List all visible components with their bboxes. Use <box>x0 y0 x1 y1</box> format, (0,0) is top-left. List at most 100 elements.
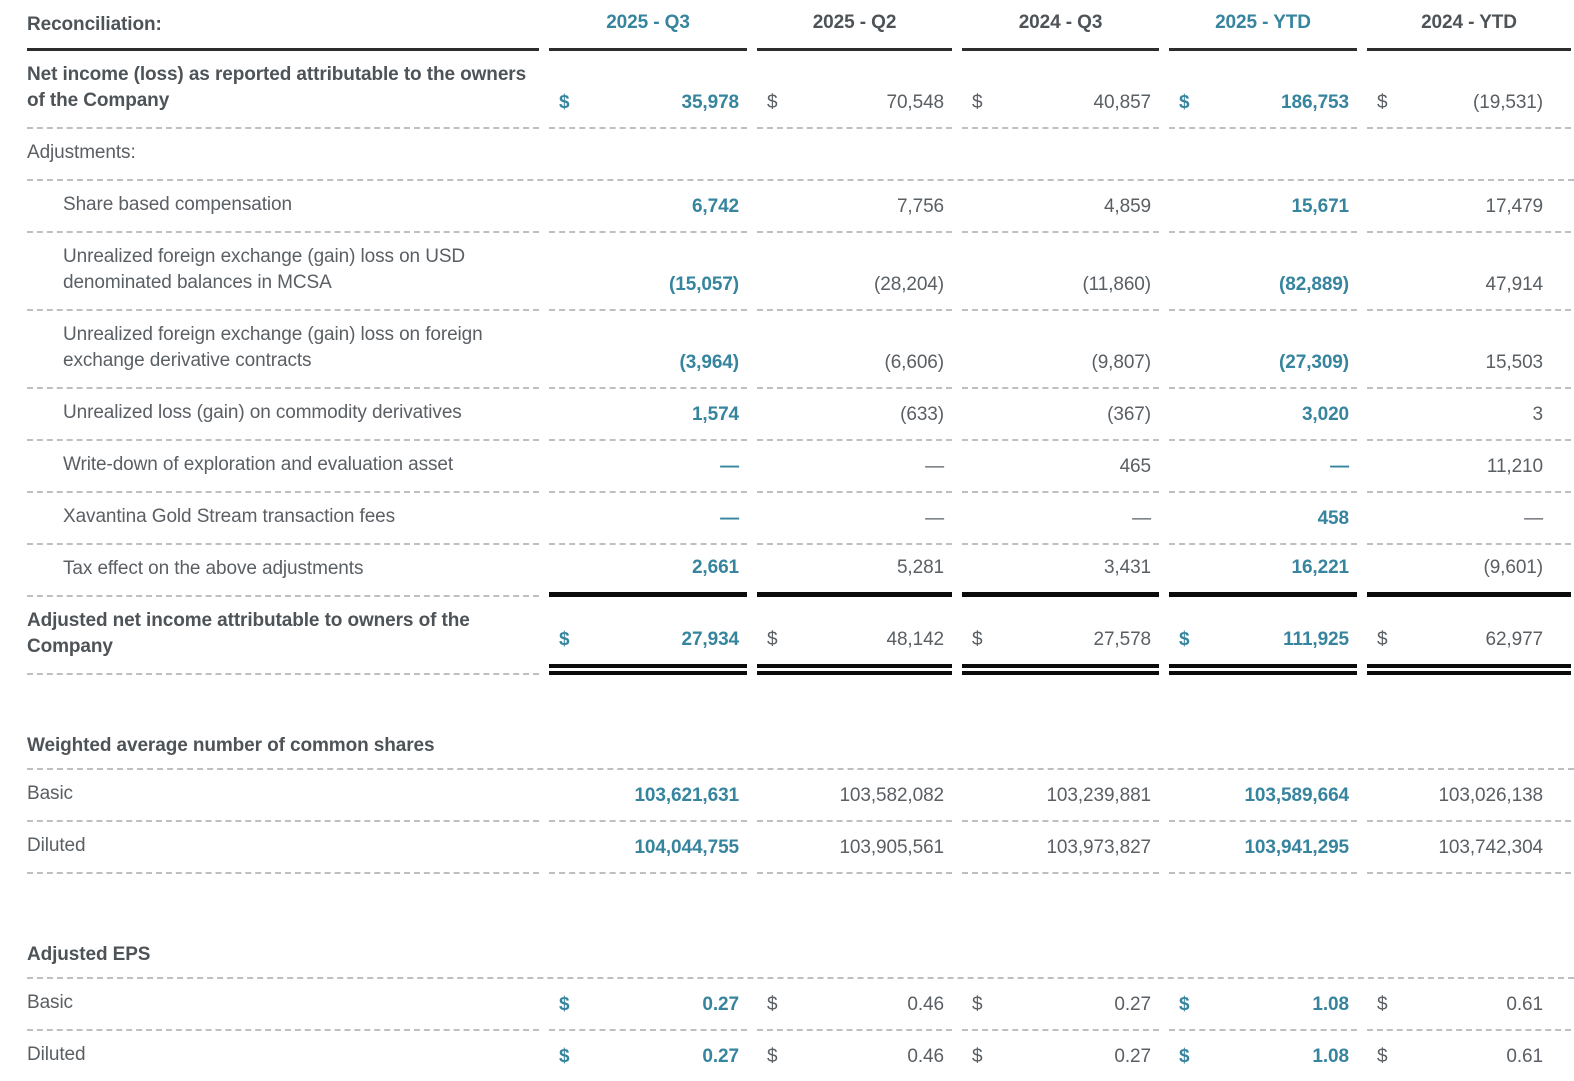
dollar-sign: $ <box>559 629 570 650</box>
value-cell: $48,142 <box>757 597 952 675</box>
value: (15,057) <box>669 274 739 295</box>
value-cell: (28,204) <box>757 233 952 311</box>
table-row: Net income (loss) as reported attributab… <box>27 51 1574 129</box>
value-cell: 6,742 <box>549 181 747 233</box>
value: (11,860) <box>1082 274 1151 295</box>
dollar-sign: $ <box>559 994 570 1015</box>
value-cell: $111,925 <box>1169 597 1357 675</box>
value-cell: $0.27 <box>962 1031 1159 1081</box>
column-header-2025-q2: 2025 - Q2 <box>757 8 952 51</box>
row-label: Adjusted net income attributable to owne… <box>27 597 539 675</box>
dollar-sign: $ <box>767 629 778 650</box>
value: 5,281 <box>896 557 944 578</box>
value-cell: 103,905,561 <box>757 822 952 874</box>
value-cell: 47,914 <box>1367 233 1571 311</box>
dollar-sign: $ <box>1377 92 1388 113</box>
value-cell: — <box>757 493 952 545</box>
value-cell: (11,860) <box>962 233 1159 311</box>
value: 103,742,304 <box>1438 837 1543 858</box>
value: — <box>1524 508 1543 529</box>
value: — <box>925 508 944 529</box>
value: (367) <box>1107 404 1151 425</box>
value: 3 <box>1532 404 1544 425</box>
value-cell: $0.27 <box>962 979 1159 1031</box>
value: 0.27 <box>1114 1046 1151 1067</box>
value: 0.46 <box>907 994 944 1015</box>
value-cell: $0.27 <box>549 1031 747 1081</box>
dollar-sign: $ <box>767 994 778 1015</box>
value: 0.61 <box>1506 1046 1543 1067</box>
value-cell: $0.61 <box>1367 1031 1571 1081</box>
value: 7,756 <box>896 196 944 217</box>
value-cell: (633) <box>757 389 952 441</box>
value: 465 <box>1119 456 1152 477</box>
table-body: Net income (loss) as reported attributab… <box>27 51 1574 1081</box>
value-cell: 15,671 <box>1169 181 1357 233</box>
value-cell: (9,807) <box>962 311 1159 389</box>
dollar-sign: $ <box>972 1046 983 1067</box>
value-cell: — <box>757 441 952 493</box>
value-cell: 103,941,295 <box>1169 822 1357 874</box>
dollar-sign: $ <box>767 92 778 113</box>
section-heading-row: Weighted average number of common shares <box>27 721 1574 770</box>
value: 103,582,082 <box>839 785 944 806</box>
row-label: Unrealized foreign exchange (gain) loss … <box>27 311 539 389</box>
row-label: Adjustments: <box>27 129 1574 181</box>
value-cell: — <box>1367 493 1571 545</box>
value-cell: (82,889) <box>1169 233 1357 311</box>
row-label: Xavantina Gold Stream transaction fees <box>27 493 539 545</box>
value-cell: $0.46 <box>757 1031 952 1081</box>
value-cell: $0.61 <box>1367 979 1571 1031</box>
table-row: Diluted 104,044,755 103,905,561 103,973,827… <box>27 822 1574 874</box>
value-cell: 11,210 <box>1367 441 1571 493</box>
value-cell: 2,661 <box>549 545 747 597</box>
value: 17,479 <box>1485 196 1543 217</box>
value-cell: — <box>549 441 747 493</box>
value-cell: 103,742,304 <box>1367 822 1571 874</box>
value: 2,661 <box>691 557 739 578</box>
value-cell: 465 <box>962 441 1159 493</box>
value: — <box>925 456 944 477</box>
value-cell: $27,578 <box>962 597 1159 675</box>
column-header-2025-q3: 2025 - Q3 <box>549 8 747 51</box>
value: 0.27 <box>1114 994 1151 1015</box>
dollar-sign: $ <box>1179 1046 1190 1067</box>
value-cell: $40,857 <box>962 51 1159 129</box>
value-cell: $0.27 <box>549 979 747 1031</box>
value: 103,941,295 <box>1244 837 1349 858</box>
value: (28,204) <box>874 274 944 295</box>
value: 1.08 <box>1312 1046 1349 1067</box>
table-row: Share based compensation 6,742 7,756 4,859 1… <box>27 181 1574 233</box>
table-row: Tax effect on the above adjustments 2,661… <box>27 545 1574 597</box>
value: 40,857 <box>1093 92 1151 113</box>
value: — <box>720 456 739 477</box>
row-label: Unrealized loss (gain) on commodity deri… <box>27 389 539 441</box>
value-cell: $1.08 <box>1169 979 1357 1031</box>
value: 1.08 <box>1312 994 1349 1015</box>
value: 4,859 <box>1103 196 1151 217</box>
row-label: Basic <box>27 770 539 822</box>
dollar-sign: $ <box>1377 1046 1388 1067</box>
value-cell: $0.46 <box>757 979 952 1031</box>
row-label: Unrealized foreign exchange (gain) loss … <box>27 233 539 311</box>
value: 103,621,631 <box>634 785 739 806</box>
dollar-sign: $ <box>559 1046 570 1067</box>
section-spacer <box>27 874 1574 930</box>
value: 103,973,827 <box>1046 837 1151 858</box>
value: (6,606) <box>884 352 944 373</box>
column-header-2025-ytd: 2025 - YTD <box>1169 8 1357 51</box>
table-row: Xavantina Gold Stream transaction fees — —… <box>27 493 1574 545</box>
value: (27,309) <box>1279 352 1349 373</box>
value-cell: 103,589,664 <box>1169 770 1357 822</box>
column-header-2024-ytd: 2024 - YTD <box>1367 8 1571 51</box>
value-cell: (9,601) <box>1367 545 1571 597</box>
value: 3,020 <box>1301 404 1349 425</box>
section-heading: Weighted average number of common shares <box>27 721 1574 770</box>
table-row: Basic $0.27 $0.46 $0.27 $1.08 $0.61 <box>27 979 1574 1031</box>
value-cell: 458 <box>1169 493 1357 545</box>
value: 47,914 <box>1485 274 1543 295</box>
value: 103,905,561 <box>839 837 944 858</box>
value: 15,503 <box>1485 352 1543 373</box>
row-label: Net income (loss) as reported attributab… <box>27 51 539 129</box>
